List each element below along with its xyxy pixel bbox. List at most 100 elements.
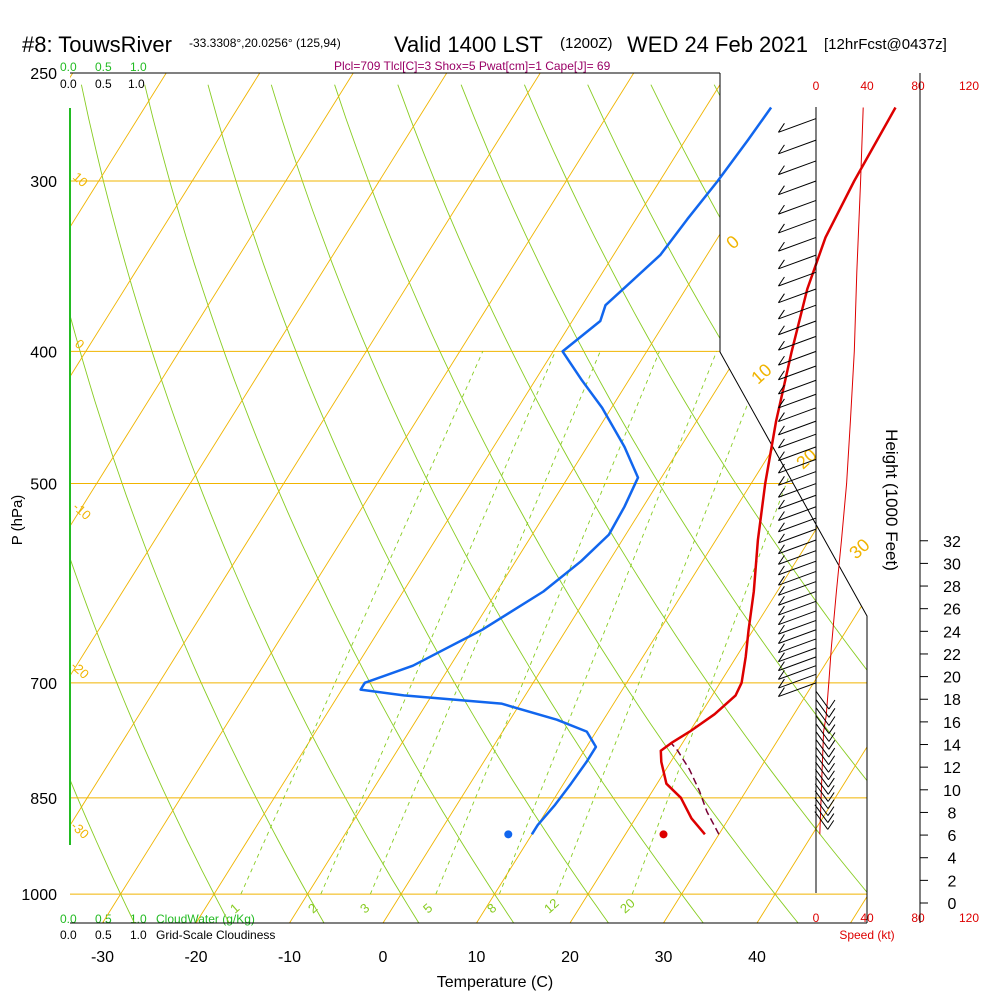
speed-tick-top-1: 40 [860, 79, 874, 93]
mixing-ratio-label-5: 12 [541, 895, 562, 916]
wind-barb [778, 237, 816, 251]
wind-barb [816, 732, 829, 750]
temperature-tick-2: -10 [278, 949, 301, 966]
dry-adiabat-line [271, 85, 703, 923]
cloudwater-tick-top-0: 0.0 [60, 60, 77, 74]
isotherm-label-3: 30 [845, 535, 873, 563]
dry-adiabat-line [335, 85, 798, 923]
wind-barb [778, 666, 816, 680]
wind-barb-flag [828, 771, 834, 780]
height-tick-14: 28 [943, 579, 961, 596]
temperature-tick-7: 40 [748, 949, 766, 966]
mixing-ratio-line [499, 351, 716, 894]
temperature-tick-5: 20 [561, 949, 579, 966]
speed-tick-top-3: 120 [959, 79, 979, 93]
wind-barb [778, 219, 816, 233]
plot-frame [70, 73, 867, 923]
height-tick-7: 14 [943, 738, 961, 755]
wind-barb [778, 657, 816, 671]
valid-time: Valid 1400 LST [394, 32, 543, 57]
wind-barb [778, 305, 816, 319]
wind-barb [778, 119, 816, 133]
temperature-line [661, 108, 896, 835]
wind-barb [816, 716, 829, 734]
wind-barb [778, 140, 816, 154]
stability-indices: Plcl=709 Tlcl[C]=3 Shox=5 Pwat[cm]=1 Cap… [334, 59, 611, 73]
wind-barb [778, 181, 816, 195]
wind-speed-line [820, 108, 863, 835]
station-location: -33.3308°,20.0256° (125,94) [189, 36, 341, 50]
cloudwater-tick-top-1: 0.5 [95, 60, 112, 74]
speed-axis-label: Speed (kt) [839, 928, 894, 942]
wind-barb-flag [829, 708, 835, 717]
forecast-info: [12hrFcst@0437z] [824, 36, 947, 53]
dry-adiabat-line [18, 85, 324, 923]
mixing-ratio-label-3: 5 [420, 900, 435, 916]
wind-barb [778, 518, 816, 532]
cloudiness-label: Grid-Scale Cloudiness [156, 928, 275, 942]
adiabat-label-2: -10 [70, 499, 94, 523]
height-tick-16: 32 [943, 534, 961, 551]
temperature-tick-6: 30 [655, 949, 673, 966]
wind-barb [778, 540, 816, 554]
zulu-time: (1200Z) [560, 35, 613, 52]
isotherm-line [0, 61, 174, 923]
mixing-ratio-label-6: 20 [617, 895, 638, 916]
wind-barb [778, 421, 816, 435]
wind-barb-flag [829, 756, 835, 765]
wind-barb [778, 683, 816, 697]
wind-barb [778, 674, 816, 688]
height-tick-0: 0 [948, 896, 957, 913]
height-tick-11: 22 [943, 647, 961, 664]
pressure-tick-0: 250 [30, 66, 57, 83]
adiabat-label-3: -20 [68, 658, 92, 682]
height-tick-3: 6 [948, 828, 957, 845]
valid-date: WED 24 Feb 2021 [627, 32, 808, 57]
mixing-ratio-label-4: 8 [484, 900, 499, 916]
wind-barb [778, 472, 816, 486]
height-tick-6: 12 [943, 760, 961, 777]
isotherm-line [196, 61, 735, 923]
surface-temperature-marker [660, 830, 668, 838]
isotherm-line [0, 61, 454, 923]
adiabat-label-4: -30 [68, 818, 92, 842]
height-tick-1: 2 [948, 873, 957, 890]
speed-tick-top-2: 80 [911, 79, 925, 93]
height-tick-10: 20 [943, 670, 961, 687]
isotherm-line [570, 61, 1000, 923]
wind-barb [778, 648, 816, 662]
wind-barb [778, 161, 816, 175]
cloudiness-tick-bottom-1: 0.5 [95, 928, 112, 942]
wind-barb [778, 561, 816, 575]
wind-barb-flag [829, 763, 835, 772]
height-tick-8: 16 [943, 715, 961, 732]
dry-adiabat-line [208, 85, 609, 923]
isotherm-line [477, 61, 1000, 923]
wind-barb [778, 289, 816, 303]
adiabat-label-0: 10 [70, 169, 91, 190]
height-tick-15: 30 [943, 556, 961, 573]
cloudiness-tick-top-0: 0.0 [60, 77, 77, 91]
height-tick-9: 18 [943, 692, 961, 709]
wind-barb [778, 484, 816, 498]
mixing-ratio-label-2: 3 [357, 900, 372, 916]
pressure-tick-3: 500 [30, 477, 57, 494]
temperature-tick-3: 0 [379, 949, 388, 966]
height-tick-5: 10 [943, 783, 961, 800]
wind-barb [778, 351, 816, 365]
temperature-tick-0: -30 [91, 949, 114, 966]
y-axis-title: P (hPa) [9, 495, 26, 546]
temperature-tick-1: -20 [184, 949, 207, 966]
pressure-tick-1: 300 [30, 174, 57, 191]
wind-barb [778, 200, 816, 214]
cloudiness-tick-bottom-2: 1.0 [130, 928, 147, 942]
height-tick-13: 26 [943, 602, 961, 619]
wind-barb-flag [829, 725, 835, 734]
wind-barb [778, 408, 816, 422]
isotherm-line [290, 61, 829, 923]
wind-barb [816, 724, 829, 742]
speed-tick-bottom-3: 120 [959, 911, 979, 925]
cloudiness-tick-bottom-0: 0.0 [60, 928, 77, 942]
